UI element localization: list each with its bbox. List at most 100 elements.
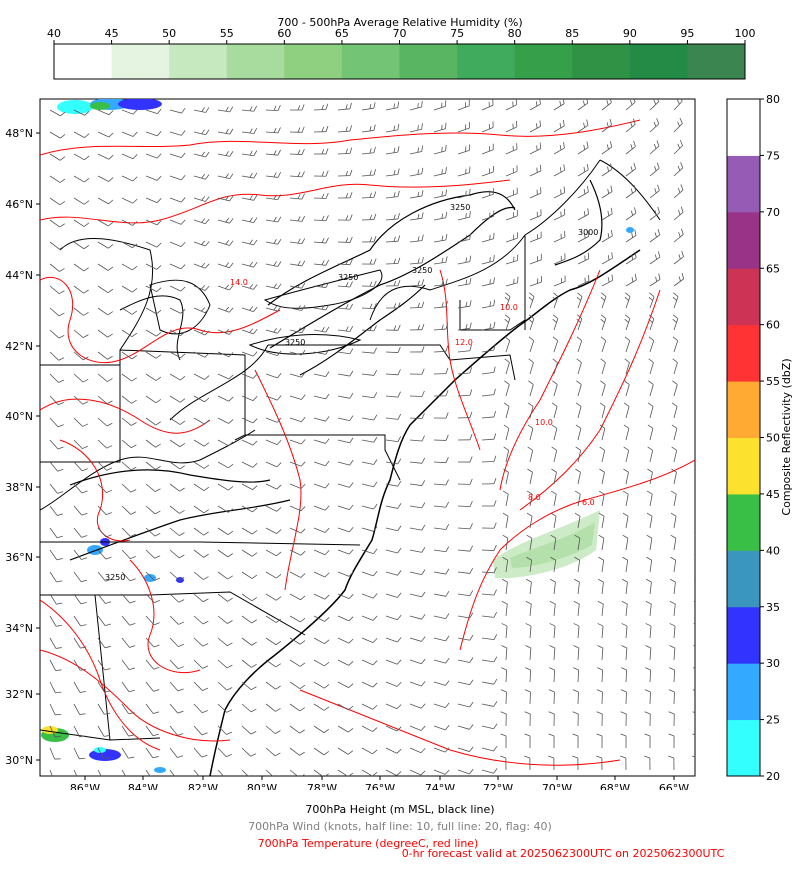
wind-barb-feather xyxy=(349,527,354,533)
wind-barb-feather xyxy=(79,713,86,715)
wind-barb-feather xyxy=(623,424,630,429)
wind-barb-feather xyxy=(204,442,210,447)
wind-barb-shaft xyxy=(73,219,85,227)
wind-barb-feather xyxy=(701,144,703,148)
wind-barb-feather xyxy=(105,534,112,538)
wind-barb-feather xyxy=(225,284,230,289)
wind-barb-feather xyxy=(273,105,277,111)
wind-barb-shaft xyxy=(217,395,229,402)
dbz-tick-label: 60 xyxy=(766,319,780,332)
wind-barb-feather xyxy=(648,314,655,319)
wind-barb-shaft xyxy=(73,593,82,605)
rh-colorbar-segment xyxy=(687,44,746,79)
wind-barb-shaft xyxy=(698,670,699,682)
wind-barb-feather xyxy=(693,645,695,647)
wind-barb-shaft xyxy=(313,483,326,489)
wind-barb-feather xyxy=(469,211,471,218)
wind-barb-shaft xyxy=(673,167,684,177)
wind-barb-feather xyxy=(584,233,586,239)
wind-barb-feather xyxy=(58,335,65,339)
wind-barb-shaft xyxy=(649,604,652,617)
wind-barb-shaft xyxy=(313,615,325,622)
wind-barb-shaft xyxy=(649,167,660,177)
wind-barb-feather xyxy=(226,754,232,758)
wind-barb-feather xyxy=(493,477,497,484)
wind-barb-feather xyxy=(586,119,589,126)
wind-barb-feather xyxy=(321,326,325,332)
wind-barb-feather xyxy=(321,171,325,177)
wind-barb-shaft xyxy=(97,417,108,427)
wind-barb-feather xyxy=(321,193,325,199)
wind-barb-shaft xyxy=(385,417,398,420)
wind-barb-feather xyxy=(469,434,473,440)
wind-barb-shaft xyxy=(121,219,133,226)
wind-barb-shaft xyxy=(265,263,278,267)
wind-barb-shaft xyxy=(145,549,155,559)
lon-label: 86°W xyxy=(70,782,100,790)
wind-barb-shaft xyxy=(361,174,374,177)
wind-barb-feather xyxy=(421,279,425,286)
wind-barb-feather xyxy=(493,411,496,418)
wind-barb-shaft xyxy=(241,527,253,535)
wind-barb-shaft xyxy=(553,384,558,397)
wind-barb-feather xyxy=(517,276,519,283)
wind-barb-shaft xyxy=(553,538,557,551)
wind-barb-shaft xyxy=(193,659,203,669)
wind-barb-feather xyxy=(469,322,472,329)
wind-barb-feather xyxy=(397,614,402,621)
wind-barb-feather xyxy=(493,522,497,529)
wind-barb-shaft xyxy=(145,769,151,776)
wind-barb-shaft xyxy=(481,149,494,155)
rh-colorbar-segment xyxy=(514,44,573,79)
wind-barb-feather xyxy=(229,218,234,224)
wind-barb-feather xyxy=(493,745,498,752)
wind-barb-feather xyxy=(324,661,330,667)
wind-barb-shaft xyxy=(49,175,61,183)
wind-barb-shaft xyxy=(169,637,179,647)
wind-barb-feather xyxy=(84,110,90,116)
rh-tick-label: 45 xyxy=(105,27,119,40)
wind-barb-shaft xyxy=(265,307,278,312)
wind-barb-feather xyxy=(325,259,330,266)
wind-barb-feather xyxy=(493,544,497,551)
wind-barb-shaft xyxy=(577,516,581,529)
wind-barb-shaft xyxy=(457,571,470,574)
wind-barb-feather xyxy=(493,768,498,774)
wind-barb-shaft xyxy=(385,351,399,353)
wind-barb-feather xyxy=(502,556,508,561)
wind-barb-feather xyxy=(227,597,233,602)
wind-barb-shaft xyxy=(433,593,446,597)
wind-barb-shaft xyxy=(601,340,607,353)
wind-barb-feather xyxy=(225,106,229,112)
wind-barb-shaft xyxy=(313,109,327,111)
wind-barb-feather xyxy=(524,733,531,737)
wind-barb-shaft xyxy=(673,234,684,243)
wind-barb-shaft xyxy=(49,725,56,738)
wind-barb-shaft xyxy=(433,217,446,221)
wind-barb-shaft xyxy=(625,384,630,397)
wind-barb-shaft xyxy=(505,538,509,551)
wind-barb-feather xyxy=(297,105,301,111)
wind-barb-shaft xyxy=(337,329,350,332)
wind-barb-shaft xyxy=(673,516,677,529)
wind-barb-shaft xyxy=(457,372,470,375)
wind-barb-shaft xyxy=(433,527,446,530)
wind-barb-feather xyxy=(525,667,531,671)
wind-barb-feather xyxy=(599,424,606,429)
wind-barb-shaft xyxy=(457,725,470,730)
wind-barb-feather xyxy=(277,127,281,134)
wind-barb-shaft xyxy=(241,483,253,491)
wind-barb-shaft xyxy=(217,747,227,757)
wind-barb-feather xyxy=(56,602,63,605)
wind-barb-feather xyxy=(349,460,354,466)
wind-barb-feather xyxy=(297,194,301,199)
wind-barb-shaft xyxy=(601,280,613,287)
wind-barb-shaft xyxy=(409,637,422,642)
wind-barb-feather xyxy=(668,733,675,737)
wind-barb-feather xyxy=(369,214,372,220)
wind-barb-feather xyxy=(321,282,325,288)
rh-colorbar-segment xyxy=(54,44,113,79)
wind-barb-shaft xyxy=(97,197,109,205)
wind-barb-feather xyxy=(645,623,652,627)
wind-barb-feather xyxy=(277,216,282,223)
